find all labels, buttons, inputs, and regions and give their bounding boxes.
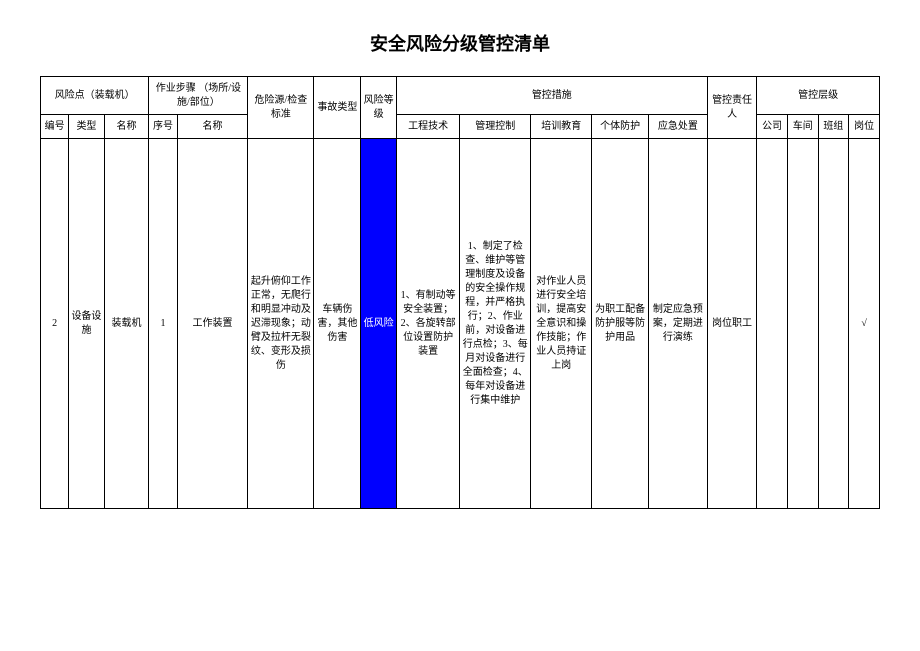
cell-risk-level: 低风险 bbox=[361, 139, 396, 509]
header-accident: 事故类型 bbox=[314, 77, 361, 139]
header-company: 公司 bbox=[757, 115, 788, 139]
cell-responsible: 岗位职工 bbox=[707, 139, 756, 509]
cell-ppe: 为职工配备防护服等防护用品 bbox=[592, 139, 649, 509]
cell-training: 对作业人员进行安全培训，提高安全意识和操作技能；作业人员持证上岗 bbox=[531, 139, 592, 509]
cell-hazard: 起升俯仰工作正常，无爬行和明显冲动及迟滞现象；动臂及拉杆无裂纹、变形及损伤 bbox=[248, 139, 314, 509]
header-training: 培训教育 bbox=[531, 115, 592, 139]
header-num: 编号 bbox=[41, 115, 69, 139]
header-control-level: 管控层级 bbox=[757, 77, 880, 115]
header-risk-level: 风险等级 bbox=[361, 77, 396, 139]
cell-company bbox=[757, 139, 788, 509]
cell-eng: 1、有制动等安全装置；2、各旋转部位设置防护装置 bbox=[396, 139, 460, 509]
header-emergency: 应急处置 bbox=[648, 115, 707, 139]
cell-num: 2 bbox=[41, 139, 69, 509]
cell-mgmt: 1、制定了检查、维护等管理制度及设备的安全操作规程，并严格执行；2、作业前，对设… bbox=[460, 139, 531, 509]
header-risk-point: 风险点（装载机） bbox=[41, 77, 149, 115]
header-mgmt: 管理控制 bbox=[460, 115, 531, 139]
cell-workshop bbox=[787, 139, 818, 509]
cell-seq: 1 bbox=[149, 139, 177, 509]
header-eng: 工程技术 bbox=[396, 115, 460, 139]
header-team: 班组 bbox=[818, 115, 849, 139]
header-responsible: 管控责任人 bbox=[707, 77, 756, 139]
risk-table: 风险点（装载机） 作业步骤 （场所/设施/部位） 危险源/检查标准 事故类型 风… bbox=[40, 76, 880, 509]
cell-emergency: 制定应急预案，定期进行演练 bbox=[648, 139, 707, 509]
header-work-step: 作业步骤 （场所/设施/部位） bbox=[149, 77, 248, 115]
cell-team bbox=[818, 139, 849, 509]
header-name: 名称 bbox=[104, 115, 149, 139]
header-step-name: 名称 bbox=[177, 115, 248, 139]
cell-accident: 车辆伤害，其他伤害 bbox=[314, 139, 361, 509]
cell-type: 设备设施 bbox=[69, 139, 104, 509]
page-title: 安全风险分级管控清单 bbox=[40, 30, 880, 56]
header-post: 岗位 bbox=[849, 115, 880, 139]
header-seq: 序号 bbox=[149, 115, 177, 139]
header-measures: 管控措施 bbox=[396, 77, 707, 115]
cell-name: 装载机 bbox=[104, 139, 149, 509]
cell-post: √ bbox=[849, 139, 880, 509]
table-row: 2 设备设施 装载机 1 工作装置 起升俯仰工作正常，无爬行和明显冲动及迟滞现象… bbox=[41, 139, 880, 509]
header-type: 类型 bbox=[69, 115, 104, 139]
header-hazard: 危险源/检查标准 bbox=[248, 77, 314, 139]
cell-step-name: 工作装置 bbox=[177, 139, 248, 509]
header-workshop: 车间 bbox=[787, 115, 818, 139]
header-ppe: 个体防护 bbox=[592, 115, 649, 139]
